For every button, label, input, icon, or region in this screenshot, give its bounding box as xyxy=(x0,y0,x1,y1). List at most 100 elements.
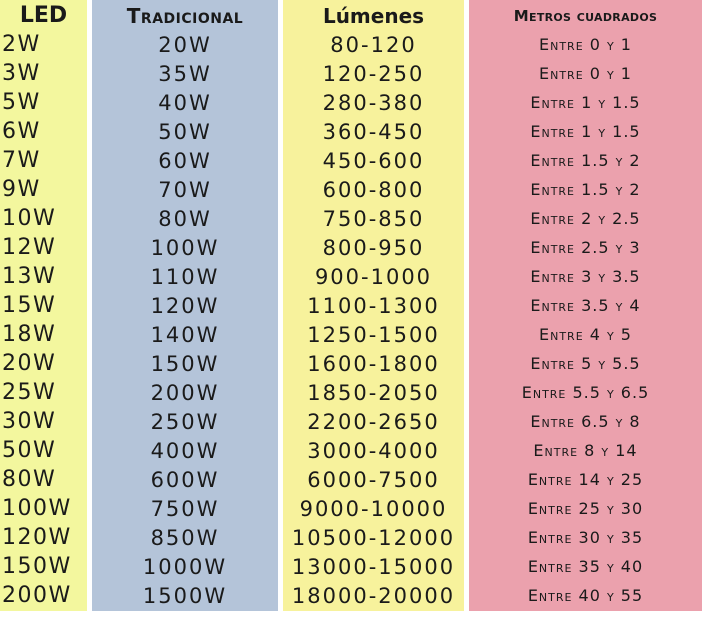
table-row: 2W 20W 80-120 Entre 0 y 1 xyxy=(0,30,705,59)
header-tradicional: Tradicional xyxy=(126,4,244,28)
led-cell: 9W xyxy=(2,177,41,202)
led-cell: 30W xyxy=(2,409,57,434)
metros-cell: Entre 2.5 y 3 xyxy=(530,238,641,257)
table-row: 9W 70W 600-800 Entre 1.5 y 2 xyxy=(0,175,705,204)
tradicional-cell: 70W xyxy=(158,178,212,202)
lumenes-cell: 1850-2050 xyxy=(307,381,440,405)
metros-cell: Entre 1 y 1.5 xyxy=(530,122,641,141)
table-row: 10W 80W 750-850 Entre 2 y 2.5 xyxy=(0,204,705,233)
led-cell: 12W xyxy=(2,235,57,260)
led-cell: 6W xyxy=(2,119,41,144)
table-row: 13W 110W 900-1000 Entre 3 y 3.5 xyxy=(0,262,705,291)
lumenes-cell: 750-850 xyxy=(322,207,425,231)
metros-cell: Entre 35 y 40 xyxy=(527,557,644,576)
lumenes-cell: 900-1000 xyxy=(314,265,433,289)
table-row: 3W 35W 120-250 Entre 0 y 1 xyxy=(0,59,705,88)
metros-cell: Entre 4 y 5 xyxy=(539,325,632,344)
lumenes-column-background xyxy=(283,0,464,611)
led-cell: 120W xyxy=(2,525,72,550)
metros-cell: Entre 8 y 14 xyxy=(533,441,638,460)
led-cell: 2W xyxy=(2,32,41,57)
led-cell: 3W xyxy=(2,61,41,86)
led-cell: 50W xyxy=(2,438,57,463)
table-row: 100W 750W 9000-10000 Entre 25 y 30 xyxy=(0,494,705,523)
metros-cell: Entre 1.5 y 2 xyxy=(530,151,641,170)
table-row: 5W 40W 280-380 Entre 1 y 1.5 xyxy=(0,88,705,117)
table-row: 12W 100W 800-950 Entre 2.5 y 3 xyxy=(0,233,705,262)
table-row: 30W 250W 2200-2650 Entre 6.5 y 8 xyxy=(0,407,705,436)
table-row: 18W 140W 1250-1500 Entre 4 y 5 xyxy=(0,320,705,349)
tradicional-cell: 600W xyxy=(150,468,220,492)
tradicional-cell: 400W xyxy=(150,439,220,463)
metros-cell: Entre 0 y 1 xyxy=(539,35,632,54)
tradicional-cell: 750W xyxy=(150,497,220,521)
metros-cell: Entre 1 y 1.5 xyxy=(530,93,641,112)
header-lumenes: Lúmenes xyxy=(322,4,425,28)
lumenes-cell: 1250-1500 xyxy=(307,323,440,347)
metros-cell: Entre 40 y 55 xyxy=(527,586,644,605)
led-cell: 10W xyxy=(2,206,57,231)
lumenes-cell: 450-600 xyxy=(322,149,425,173)
led-cell: 20W xyxy=(2,351,57,376)
metros-cell: Entre 6.5 y 8 xyxy=(530,412,641,431)
table-row: 7W 60W 450-600 Entre 1.5 y 2 xyxy=(0,146,705,175)
metros-cell: Entre 14 y 25 xyxy=(527,470,644,489)
lumenes-cell: 1600-1800 xyxy=(307,352,440,376)
lumenes-cell: 3000-4000 xyxy=(307,439,440,463)
table-row: 50W 400W 3000-4000 Entre 8 y 14 xyxy=(0,436,705,465)
table-body: 2W 20W 80-120 Entre 0 y 1 3W 35W 120-250 Entre … xyxy=(0,30,705,610)
tradicional-cell: 100W xyxy=(150,236,220,260)
tradicional-cell: 250W xyxy=(150,410,220,434)
metros-cell: Entre 3 y 3.5 xyxy=(530,267,641,286)
tradicional-cell: 120W xyxy=(150,294,220,318)
tradicional-cell: 35W xyxy=(158,62,212,86)
metros-cell: Entre 5 y 5.5 xyxy=(530,354,641,373)
led-cell: 15W xyxy=(2,293,57,318)
metros-cell: Entre 25 y 30 xyxy=(527,499,644,518)
header-metros-cuadrados: Metros cuadrados xyxy=(513,7,658,25)
lumenes-cell: 600-800 xyxy=(322,178,425,202)
lumenes-cell: 6000-7500 xyxy=(307,468,440,492)
led-cell: 25W xyxy=(2,380,57,405)
led-cell: 100W xyxy=(2,496,72,521)
lumenes-cell: 360-450 xyxy=(322,120,425,144)
lumenes-cell: 800-950 xyxy=(322,236,425,260)
table-row: 15W 120W 1100-1300 Entre 3.5 y 4 xyxy=(0,291,705,320)
lumenes-cell: 2200-2650 xyxy=(307,410,440,434)
tradicional-cell: 140W xyxy=(150,323,220,347)
table-row: 200W 1500W 18000-20000 Entre 40 y 55 xyxy=(0,581,705,610)
header-led: LED xyxy=(19,3,68,28)
tradicional-cell: 150W xyxy=(150,352,220,376)
metros-cell: Entre 2 y 2.5 xyxy=(530,209,641,228)
tradicional-cell: 80W xyxy=(158,207,212,231)
tradicional-cell: 1500W xyxy=(142,584,228,608)
lumenes-cell: 80-120 xyxy=(330,33,417,57)
led-cell: 7W xyxy=(2,148,41,173)
lumenes-cell: 1100-1300 xyxy=(307,294,440,318)
led-column-background xyxy=(0,0,87,611)
lumenes-cell: 18000-20000 xyxy=(291,584,456,608)
table-row: 80W 600W 6000-7500 Entre 14 y 25 xyxy=(0,465,705,494)
lumenes-cell: 280-380 xyxy=(322,91,425,115)
metros-cell: Entre 3.5 y 4 xyxy=(530,296,641,315)
table-row: 25W 200W 1850-2050 Entre 5.5 y 6.5 xyxy=(0,378,705,407)
tradicional-cell: 60W xyxy=(158,149,212,173)
metros-column-background xyxy=(469,0,702,611)
table-row: 150W 1000W 13000-15000 Entre 35 y 40 xyxy=(0,552,705,581)
metros-cell: Entre 5.5 y 6.5 xyxy=(521,383,650,402)
lumenes-cell: 120-250 xyxy=(322,62,425,86)
table-row: 120W 850W 10500-12000 Entre 30 y 35 xyxy=(0,523,705,552)
led-cell: 5W xyxy=(2,90,41,115)
tradicional-cell: 40W xyxy=(158,91,212,115)
lumenes-cell: 13000-15000 xyxy=(291,555,456,579)
led-cell: 150W xyxy=(2,554,72,579)
metros-cell: Entre 1.5 y 2 xyxy=(530,180,641,199)
metros-cell: Entre 30 y 35 xyxy=(527,528,644,547)
lumenes-cell: 10500-12000 xyxy=(291,526,456,550)
tradicional-cell: 110W xyxy=(150,265,220,289)
tradicional-cell: 200W xyxy=(150,381,220,405)
lumenes-cell: 9000-10000 xyxy=(299,497,448,521)
tradicional-cell: 50W xyxy=(158,120,212,144)
led-cell: 13W xyxy=(2,264,57,289)
